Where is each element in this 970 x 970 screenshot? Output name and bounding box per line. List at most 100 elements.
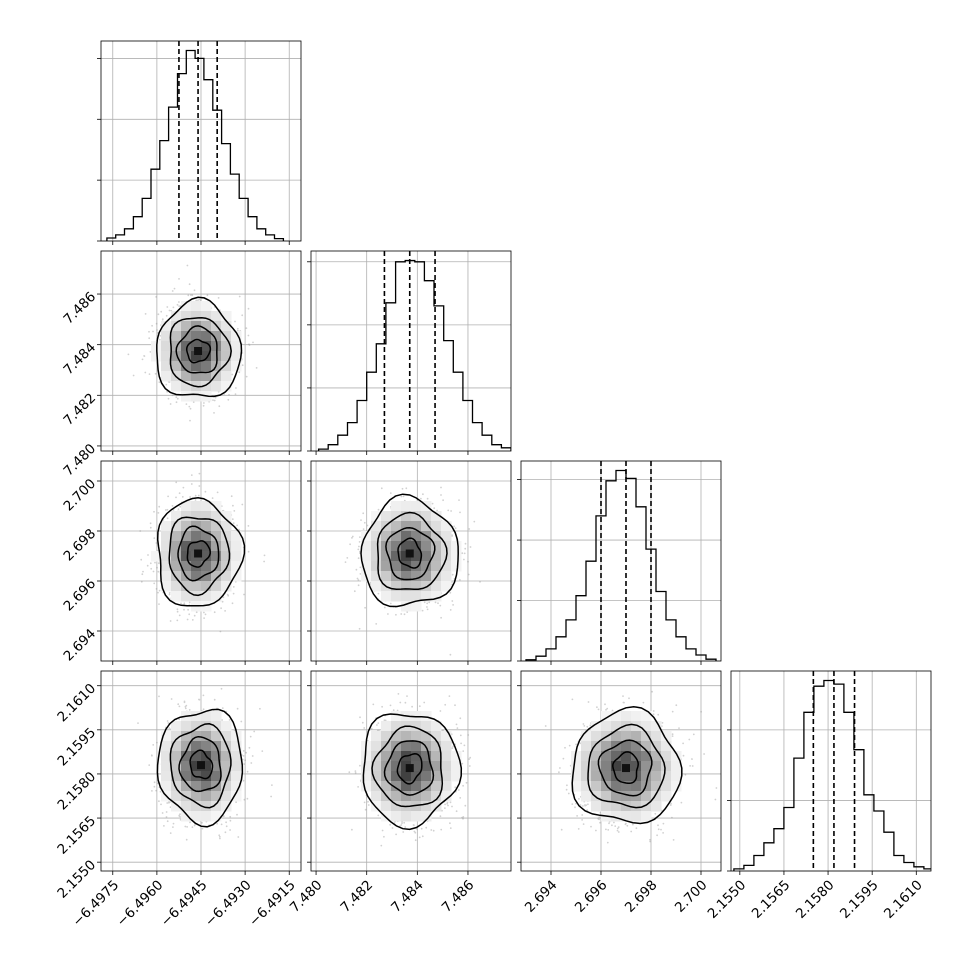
density-cell: [181, 361, 192, 372]
density-cell: [661, 781, 672, 792]
density-cell: [181, 581, 192, 592]
density-cell: [231, 361, 242, 372]
density-cell: [181, 521, 192, 532]
density-cell: [411, 731, 422, 742]
density-cell: [191, 511, 202, 522]
density-cell: [201, 811, 212, 822]
density-cell: [671, 771, 682, 782]
density-cell: [391, 791, 402, 802]
density-cell: [371, 551, 382, 562]
contour-line: [385, 526, 436, 581]
density-cell: [421, 801, 432, 812]
scatter-panel-3-1: [307, 670, 512, 875]
panel-background: [731, 671, 931, 871]
contour-line: [178, 735, 222, 793]
density-cell: [451, 751, 462, 762]
density-cell: [231, 331, 242, 342]
density-cell: [631, 721, 642, 732]
density-cell: [211, 801, 222, 812]
density-cell: [201, 601, 212, 612]
scatter-panel-2-0: [97, 460, 302, 665]
density-peak: [405, 549, 414, 558]
density-cell: [381, 811, 392, 822]
density-cell: [231, 571, 242, 582]
density-cell: [381, 511, 392, 522]
density-cell: [591, 761, 602, 772]
density-cell: [191, 581, 202, 592]
x-tick-label: −6.4960: [114, 877, 167, 930]
density-cell: [201, 711, 212, 722]
density-cell: [391, 581, 402, 592]
density-cell: [391, 521, 402, 532]
density-cell: [401, 571, 412, 582]
density-cell: [401, 781, 412, 792]
density-cell: [641, 731, 652, 742]
density-cell: [591, 771, 602, 782]
density-cell: [221, 511, 232, 522]
density-cell: [211, 381, 222, 392]
density-cell: [171, 571, 182, 582]
contour-line: [168, 516, 231, 597]
x-tick-label: 7.486: [439, 877, 478, 916]
density-cell: [161, 551, 172, 562]
density-cell: [621, 781, 632, 792]
density-cell: [401, 581, 412, 592]
contour-line: [189, 749, 214, 780]
density-cell: [161, 741, 172, 752]
density-cell: [371, 771, 382, 782]
density-cell: [401, 741, 412, 752]
density-cell: [221, 571, 232, 582]
density-cell: [181, 811, 192, 822]
y-tick-label: 2.698: [61, 526, 100, 565]
y-tick-label: 2.696: [61, 576, 100, 615]
density-cell: [411, 721, 422, 732]
density-cell: [201, 761, 212, 772]
y-tick-label: 2.1565: [54, 813, 99, 858]
density-cell: [421, 591, 432, 602]
density-cell: [211, 531, 222, 542]
x-tick-label: 2.1580: [793, 877, 838, 922]
density-cell: [401, 511, 412, 522]
density-cell: [631, 781, 642, 792]
density-cell: [581, 761, 592, 772]
density-cell: [411, 811, 422, 822]
density-cell: [431, 581, 442, 592]
density-cell: [571, 771, 582, 782]
density-cell: [371, 801, 382, 812]
x-tick-label: −6.4930: [202, 877, 255, 930]
contour-line: [371, 725, 444, 808]
density-cell: [381, 561, 392, 572]
density-cell: [661, 761, 672, 772]
density-cell: [211, 331, 222, 342]
density-cell: [181, 751, 192, 762]
density-cell: [171, 801, 182, 812]
density-cell: [381, 771, 392, 782]
density-cell: [391, 531, 402, 542]
density-cell: [401, 771, 412, 782]
density-cell: [651, 761, 662, 772]
density-cell: [591, 801, 602, 812]
density-cell: [401, 731, 412, 742]
density-cell: [621, 771, 632, 782]
density-cell: [171, 591, 182, 602]
panel-frame: [100, 460, 302, 662]
contour-line: [597, 739, 653, 797]
density-cell: [571, 781, 582, 792]
density-cell: [221, 751, 232, 762]
density-cell: [191, 331, 202, 342]
density-cell: [601, 771, 612, 782]
density-cell: [181, 511, 192, 522]
density-cell: [221, 781, 232, 792]
density-cell: [171, 551, 182, 562]
density-cell: [631, 811, 642, 822]
density-cell: [181, 551, 192, 562]
hist-panel-1: [307, 250, 512, 455]
density-cell: [571, 761, 582, 772]
density-cell: [191, 751, 202, 762]
density-cell: [161, 731, 172, 742]
density-cell: [161, 761, 172, 772]
density-cell: [191, 571, 202, 582]
density-cell: [381, 751, 392, 762]
panel-frame: [520, 670, 722, 872]
density-cell: [651, 791, 662, 802]
